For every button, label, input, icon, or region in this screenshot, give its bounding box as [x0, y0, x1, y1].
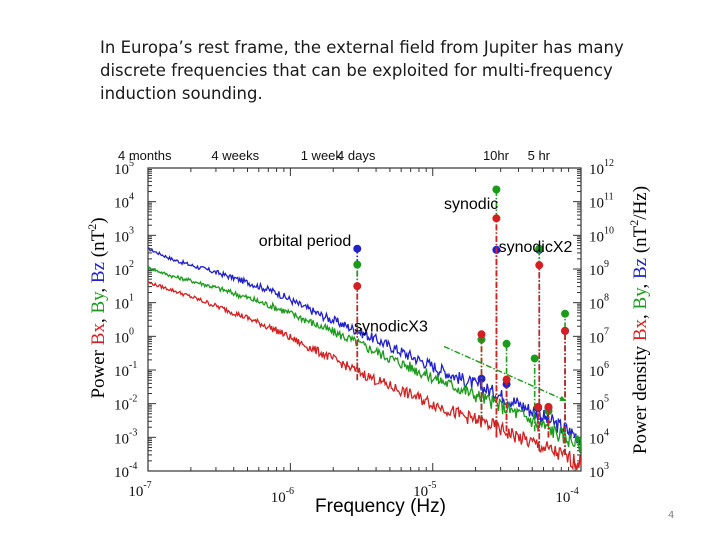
frequency-point — [502, 375, 511, 384]
frequency-point — [530, 354, 539, 363]
annotation-label: synodicX2 — [499, 239, 573, 256]
y-tick-label-left: 100 — [114, 326, 134, 346]
y-tick-label-left: 10-2 — [114, 394, 137, 414]
y-tick-label-right: 104 — [589, 427, 609, 447]
y-tick-label-right: 107 — [589, 326, 609, 346]
ticks — [147, 168, 581, 472]
y-tick-label-right: 108 — [589, 293, 609, 313]
y-axis-label-text: Power density Bx, By, Bz (nT2/Hz) — [627, 186, 651, 454]
slide-text: In Europa’s rest frame, the external fie… — [100, 38, 624, 103]
frequency-point — [492, 214, 501, 223]
y-axis-label-left: Power Bx, By, Bz (nT2) — [85, 217, 109, 398]
period-label: 4 weeks — [211, 148, 259, 163]
frequency-point — [544, 402, 553, 411]
frequency-point — [477, 330, 486, 339]
spectrum-line — [147, 266, 582, 454]
y-tick-label-left: 103 — [114, 225, 134, 245]
y-tick-label-right: 106 — [589, 360, 609, 380]
annotation-arrow — [443, 345, 567, 402]
y-tick-label-right: 105 — [589, 394, 609, 414]
x-tick-label: 10-4 — [555, 486, 578, 506]
frequency-point — [353, 244, 362, 253]
y-axis-label-right: Power density Bx, By, Bz (nT2/Hz) — [627, 186, 651, 454]
x-tick-label: 10-5 — [413, 480, 436, 500]
y-tick-label-right: 109 — [589, 259, 609, 279]
period-label: 10hr — [483, 148, 510, 163]
y-tick-label-left: 102 — [114, 259, 134, 279]
spectrum-line — [147, 281, 582, 471]
discrete-lines-group — [353, 185, 570, 455]
plot-area-frame — [147, 167, 582, 472]
axis-tick-labels: 10-7 10-6 10-5 10-4 105 104 103 102 101 100 10-1 10… — [114, 158, 614, 506]
annotation-label: orbital period — [259, 233, 352, 250]
frequency-point — [535, 244, 544, 253]
y-tick-label-left: 104 — [114, 192, 134, 212]
frequency-point — [561, 309, 570, 318]
period-label: 5 hr — [528, 148, 551, 163]
y-axis-label-text: Power Bx, By, Bz (nT2) — [85, 217, 109, 398]
frequency-point — [353, 282, 362, 291]
page-number: 4 — [668, 510, 675, 521]
x-tick-label: 10-6 — [271, 486, 294, 506]
frequency-point — [534, 402, 543, 411]
x-axis-label: Frequency (Hz) — [315, 496, 446, 517]
y-tick-label-right: 1011 — [589, 192, 614, 212]
frequency-point — [353, 260, 362, 269]
frequency-point — [492, 185, 501, 194]
frequency-point — [561, 326, 570, 335]
frequency-point — [502, 339, 511, 348]
x-tick-label: 10-7 — [128, 480, 151, 500]
y-tick-label-right: 1012 — [589, 158, 614, 178]
y-tick-label-right: 103 — [589, 461, 609, 481]
series-group — [147, 247, 582, 471]
y-tick-label-left: 101 — [114, 293, 134, 313]
y-tick-label-left: 10-1 — [114, 360, 137, 380]
period-label: 1 week — [301, 148, 343, 163]
annotation-label: synodicX3 — [354, 318, 428, 335]
y-tick-label-right: 1010 — [589, 225, 614, 245]
annotation-arrowhead — [559, 395, 567, 402]
period-label: 4 days — [337, 148, 376, 163]
period-label: 4 months — [118, 148, 172, 163]
annotations-group: orbital period synodic synodicX2 synodicX3 — [259, 196, 573, 402]
frequency-point — [535, 261, 544, 270]
annotation-label: synodic — [444, 196, 498, 213]
y-tick-label-left: 10-4 — [114, 461, 137, 481]
y-tick-label-left: 105 — [114, 158, 134, 178]
y-tick-label-left: 10-3 — [114, 427, 137, 447]
